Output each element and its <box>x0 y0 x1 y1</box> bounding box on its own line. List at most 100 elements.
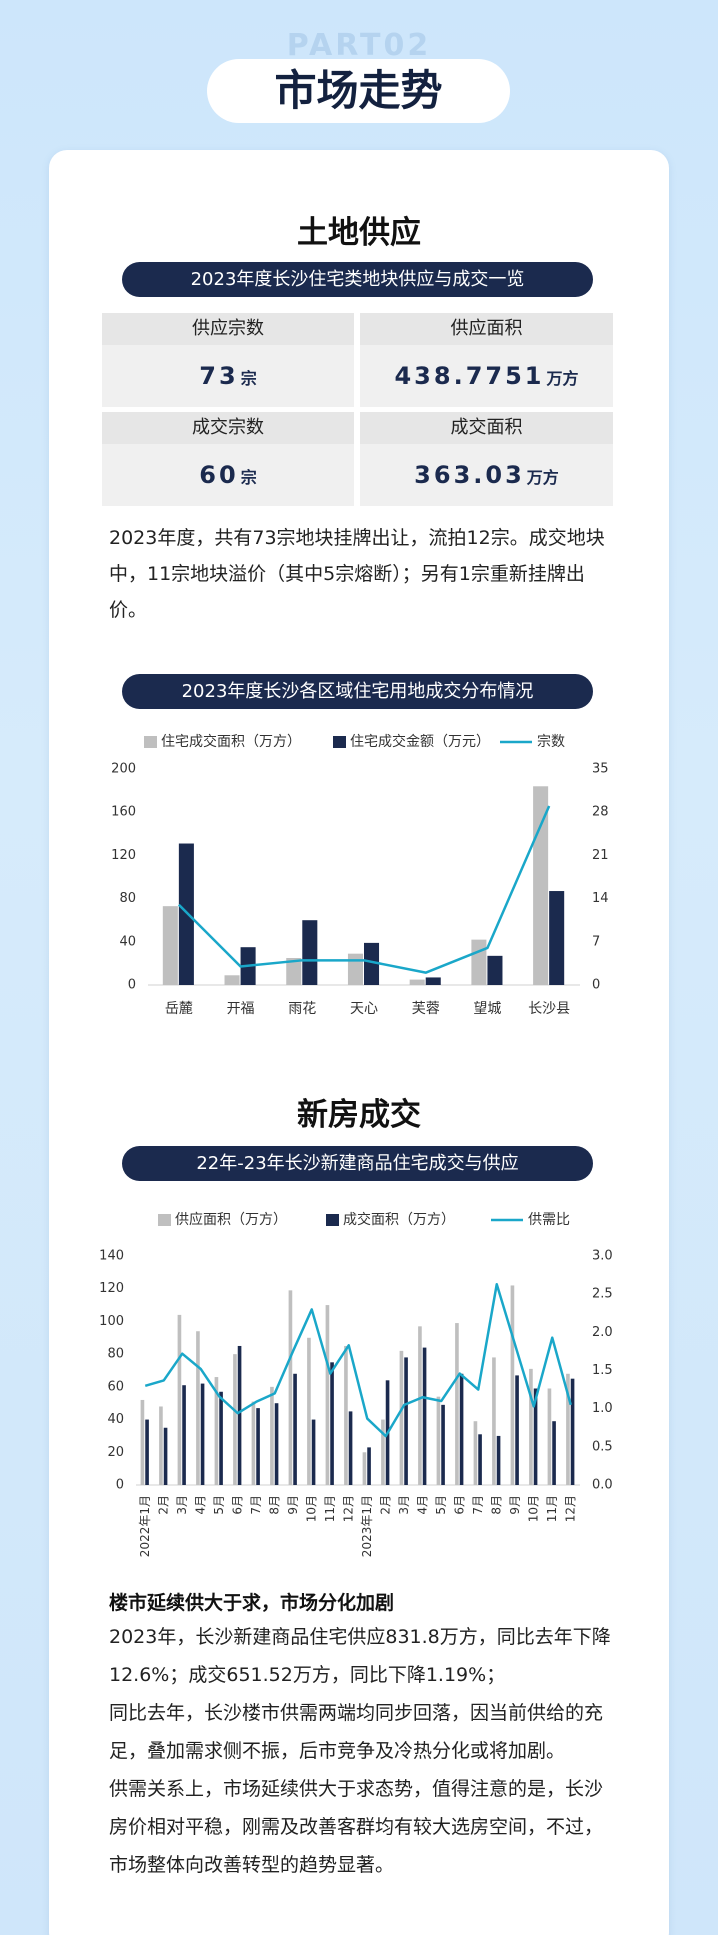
legend-label: 供需比 <box>528 1212 570 1228</box>
y-tick-label: 140 <box>99 1249 124 1264</box>
bar <box>251 1401 256 1485</box>
bar <box>237 1345 242 1485</box>
bar <box>163 1427 168 1485</box>
section-heading: 新房成交 <box>297 1097 421 1133</box>
bar <box>200 1383 205 1485</box>
table-cell: 成交宗数 60 宗 <box>102 412 354 506</box>
legend-swatch <box>144 736 157 748</box>
bar <box>219 1391 223 1485</box>
x-tick-label: 2月 <box>378 1495 392 1515</box>
x-tick-label: 8月 <box>489 1495 503 1515</box>
x-tick-label: 3月 <box>175 1495 189 1515</box>
bar <box>293 1373 297 1485</box>
bar <box>344 1345 348 1485</box>
legend-swatch <box>158 1214 171 1226</box>
cell-value: 73 宗 <box>102 345 354 407</box>
x-tick-label: 7月 <box>249 1495 263 1515</box>
bar <box>404 1357 408 1485</box>
bar <box>182 1385 186 1485</box>
x-tick-label: 芙蓉 <box>412 1000 440 1017</box>
cell-number: 60 <box>199 461 239 489</box>
cell-label: 供应宗数 <box>102 313 354 345</box>
y-tick-label: 200 <box>111 762 136 777</box>
paragraph: 供需关系上，市场延续供大于求态势，值得注意的是，长沙房价相对平稳，刚需及改善客群… <box>109 1778 604 1876</box>
cell-number: 73 <box>199 362 239 390</box>
x-tick-label: 开福 <box>227 1001 255 1017</box>
bar <box>487 955 503 985</box>
y-tick-label: 160 <box>111 805 136 820</box>
x-tick-label: 7月 <box>471 1495 485 1515</box>
page-title: 市场走势 <box>207 59 510 123</box>
bar <box>510 1285 515 1485</box>
y2-tick-label: 21 <box>592 848 609 863</box>
x-tick-label: 12月 <box>341 1495 355 1522</box>
bar <box>381 1419 385 1485</box>
x-tick-label: 12月 <box>563 1495 577 1522</box>
cell-label: 成交面积 <box>360 412 613 444</box>
bar <box>362 1452 367 1485</box>
y-tick-label: 40 <box>119 934 136 949</box>
y2-tick-label: 1.5 <box>592 1363 613 1378</box>
bar <box>364 942 380 985</box>
x-tick-label: 3月 <box>397 1495 411 1515</box>
y2-tick-label: 35 <box>592 762 609 777</box>
x-tick-label: 4月 <box>415 1495 429 1515</box>
bar <box>436 1396 441 1485</box>
bar <box>547 1388 552 1485</box>
chart-title: 2023年度长沙各区域住宅用地成交分布情况 <box>122 674 593 709</box>
bar <box>471 939 487 985</box>
legend-label: 宗数 <box>537 734 565 750</box>
x-tick-label: 岳麓 <box>165 1001 193 1017</box>
x-tick-label: 6月 <box>230 1495 244 1515</box>
x-tick-label: 11月 <box>545 1495 559 1522</box>
bar <box>233 1354 237 1485</box>
x-tick-label: 2022年1月 <box>138 1495 152 1557</box>
bar <box>496 1435 501 1485</box>
y-tick-label: 20 <box>107 1445 124 1460</box>
cell-unit: 万方 <box>546 369 579 388</box>
y-tick-label: 120 <box>111 848 136 863</box>
x-tick-label: 9月 <box>508 1495 522 1515</box>
y2-tick-label: 2.0 <box>592 1325 613 1340</box>
bar <box>399 1350 404 1485</box>
bar <box>409 979 425 985</box>
line <box>177 805 551 974</box>
y-tick-label: 80 <box>107 1347 124 1362</box>
bar <box>159 1406 163 1485</box>
bar <box>302 920 318 985</box>
bar <box>473 1421 478 1485</box>
x-tick-label: 11月 <box>323 1495 337 1522</box>
x-tick-label: 雨花 <box>288 1001 316 1017</box>
bar <box>311 1419 316 1485</box>
y-tick-label: 80 <box>119 891 136 906</box>
cell-value: 363.03 万方 <box>360 444 613 506</box>
x-tick-label: 9月 <box>286 1495 300 1515</box>
paragraph: 2023年度，共有73宗地块挂牌出让，流拍12宗。成交地块中，11宗地块溢价（其… <box>109 527 605 621</box>
y-tick-label: 60 <box>107 1379 124 1394</box>
bar <box>140 1399 145 1485</box>
y-tick-label: 120 <box>99 1281 124 1296</box>
y-tick-label: 0 <box>128 978 136 993</box>
cell-unit: 宗 <box>240 468 257 487</box>
bar <box>214 1377 219 1485</box>
bar <box>533 1388 538 1485</box>
paragraph: 同比去年，长沙楼市供需两端均同步回落，因当前供给的充足，叠加需求侧不振，后市竞争… <box>109 1702 604 1762</box>
bar <box>552 1421 556 1485</box>
x-tick-label: 2月 <box>156 1495 170 1515</box>
y2-tick-label: 0.0 <box>592 1478 613 1493</box>
cell-value: 60 宗 <box>102 444 354 506</box>
part-label: PART02 <box>286 28 432 63</box>
y2-tick-label: 7 <box>592 934 600 949</box>
cell-number: 438.7751 <box>394 362 545 390</box>
x-tick-label: 长沙县 <box>528 1001 570 1017</box>
x-tick-label: 5月 <box>434 1495 448 1515</box>
x-tick-label: 望城 <box>473 1001 501 1017</box>
bar <box>459 1373 464 1485</box>
legend-label: 供应面积（万方） <box>175 1211 287 1228</box>
bar <box>270 1386 274 1485</box>
paragraphs: 2023年，长沙新建商品住宅供应831.8万方，同比去年下降12.6%；成交65… <box>109 1618 615 1884</box>
paragraph: 2023年，长沙新建商品住宅供应831.8万方，同比去年下降12.6%；成交65… <box>109 1626 611 1686</box>
legend-label: 成交面积（万方） <box>343 1211 455 1228</box>
